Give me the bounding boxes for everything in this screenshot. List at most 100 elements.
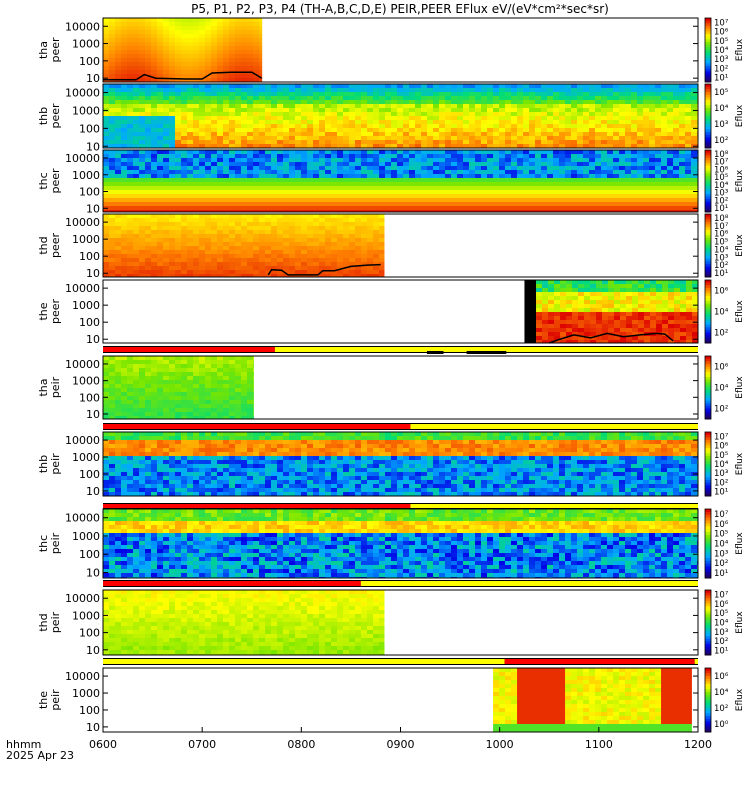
spectrogram-cell [127,246,134,251]
spectrogram-cell [433,136,440,141]
spectrogram-cell [367,170,374,175]
spectrogram-cell [367,92,374,97]
spectrogram-cell [199,178,206,183]
spectrogram-cell [620,332,627,337]
spectrogram-cell [595,100,602,105]
spectrogram-cell [115,222,122,227]
spectrogram-cell [608,316,615,321]
spectrogram-cell [632,320,639,325]
spectrogram-cell [451,136,458,141]
spectrogram-cell [163,182,170,187]
spectrogram-cell [217,140,224,145]
spectrogram-cell [662,292,669,297]
spectrogram-cell [409,158,416,163]
spectrogram-cell [625,144,632,149]
spectrogram-cell [667,182,674,187]
spectrogram-cell [632,308,639,313]
spectrogram-cell [247,140,254,145]
spectrogram-cell [325,84,332,89]
spectrogram-cell [151,112,158,117]
spectrogram-cell [679,190,686,195]
spectrogram-cell [349,218,356,223]
spectrogram-cell [667,140,674,145]
spectrogram-cell [643,186,650,191]
spectrogram-cell [680,288,687,293]
spectrogram-cell [553,124,560,129]
spectrogram-cell [319,242,326,247]
spectrogram-cell [613,120,620,125]
spectrogram-cell [229,158,236,163]
spectrogram-cell [103,46,110,51]
spectrogram-cell [535,112,542,117]
spectrogram-cell [361,250,368,255]
spectrogram-cell [421,96,428,101]
spectrogram-cell [536,288,543,293]
spectrogram-cell [139,42,146,47]
spectrogram-cell [553,170,560,175]
spectrogram-cell [578,288,585,293]
spectrogram-cell [661,198,668,203]
spectrogram-cell [181,186,188,191]
spectrogram-cell [427,158,434,163]
spectrogram-cell [121,34,128,39]
colorbar-step [705,124,711,128]
spectrogram-cell [427,198,434,203]
spectrogram-cell [475,96,482,101]
spectrogram-cell [235,238,242,243]
spectrogram-cell [223,108,230,113]
spectrogram-cell [566,340,573,344]
spectrogram-cell [499,88,506,93]
spectrogram-cell [505,92,512,97]
spectrogram-cell [445,128,452,133]
spectrogram-cell [241,54,248,59]
spectrogram-cell [313,116,320,121]
spectrogram-cell [259,242,266,247]
spectrogram-cell [674,300,681,305]
spectrogram-cell [229,128,236,133]
spectrogram-cell [223,246,230,251]
spectrogram-cell [331,218,338,223]
spectrogram-cell [199,226,206,231]
spectrogram-cell [649,194,656,199]
spectrogram-cell [145,234,152,239]
spectrogram-cell [391,190,398,195]
spectrogram-cell [673,206,680,211]
spectrogram-cell [391,210,398,213]
spectrogram-cell [163,238,170,243]
spectrogram-cell [620,280,627,285]
spectrogram-cell [289,112,296,117]
spectrogram-cell [349,238,356,243]
spectrogram-cell [133,54,140,59]
spectrogram-cell [343,246,350,251]
spectrogram-cell [637,166,644,171]
spectrogram-cell [181,100,188,105]
spectrogram-cell [217,128,224,133]
spectrogram-cell [139,258,146,263]
spectrogram-cell [595,154,602,159]
spectrogram-cell [367,242,374,247]
spectrogram-cell [313,162,320,167]
y-tick-label: 10000 [65,216,100,229]
spectrogram-cell [535,186,542,191]
spectrogram-cell [175,46,182,51]
spectrogram-cell [241,108,248,113]
spectrogram-cell [584,304,591,309]
spectrogram-cell [157,84,164,89]
spectrogram-cell [565,150,572,155]
spectrogram-cell [589,144,596,149]
spectrogram-cell [397,112,404,117]
spectrogram-cell [397,190,404,195]
spectrogram-cell [205,66,212,71]
spectrogram-cell [583,174,590,179]
spectrogram-cell [583,120,590,125]
spectrogram-cell [499,132,506,137]
spectrogram-cell [463,140,470,145]
spectrogram-cell [253,42,260,47]
spectrogram-cell [577,104,584,109]
spectrogram-cell [511,132,518,137]
spectrogram-cell [553,162,560,167]
spectrogram-cell [235,162,242,167]
spectrogram-cell [590,336,597,341]
spectrogram-cell [253,170,260,175]
